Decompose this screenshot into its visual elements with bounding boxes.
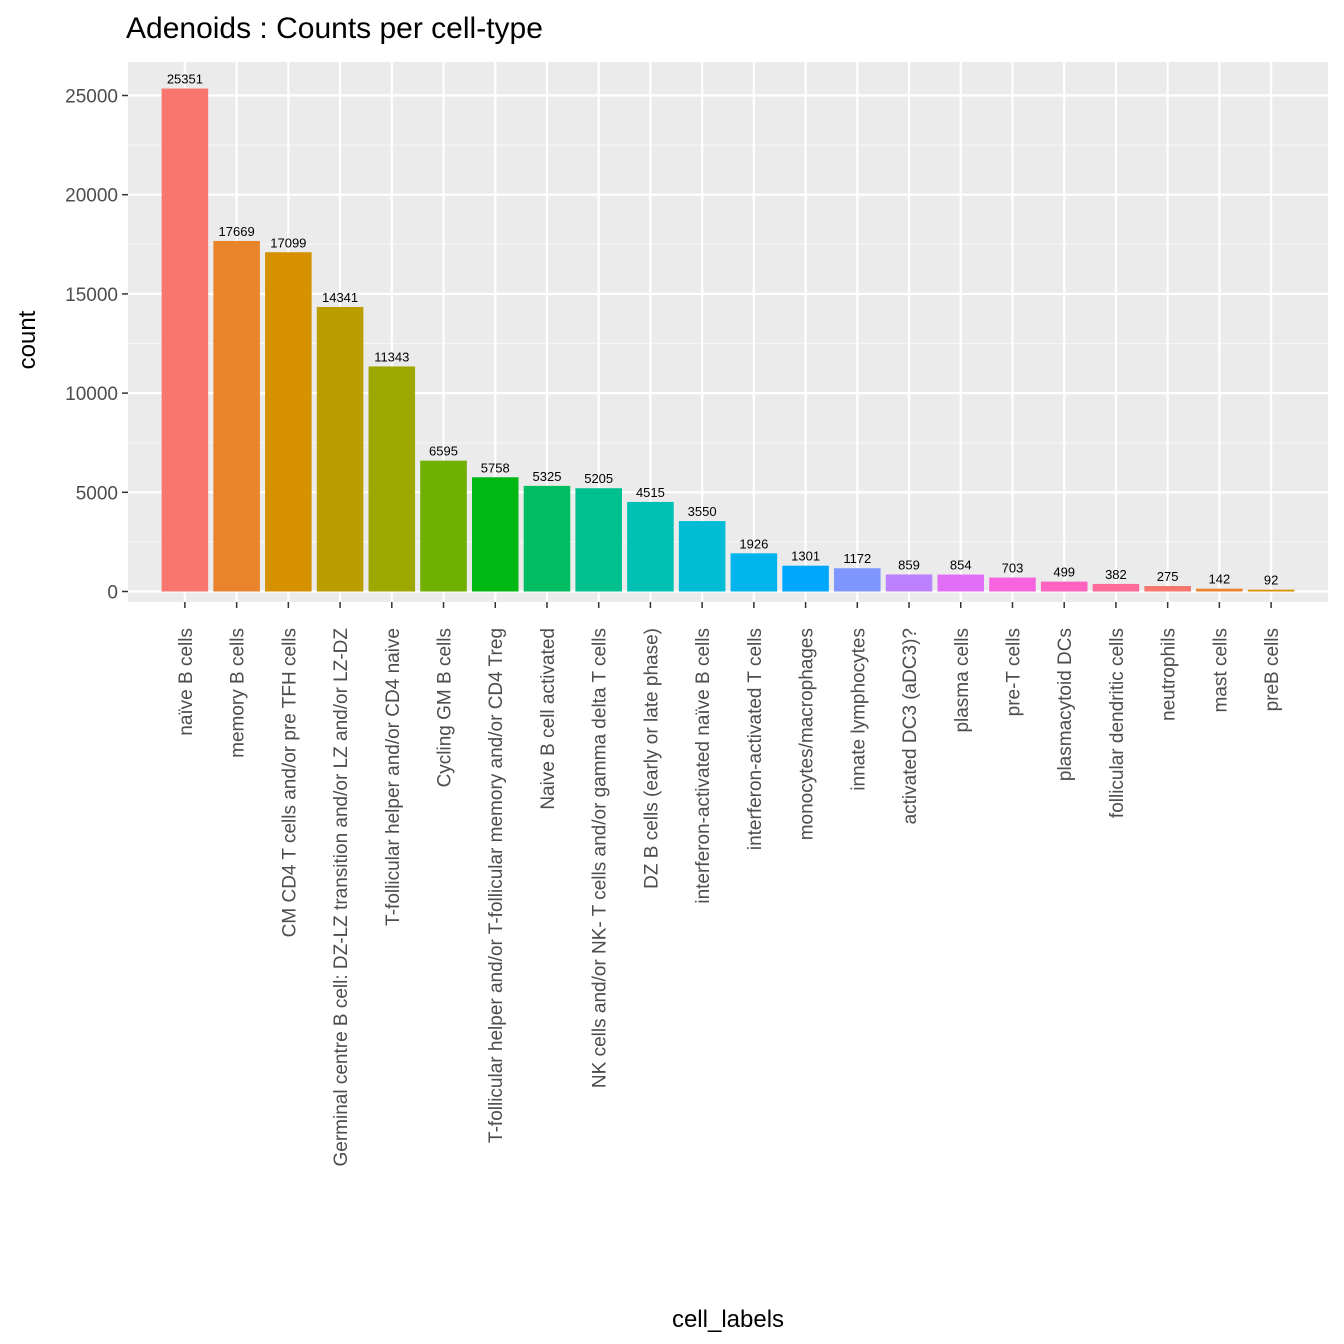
x-tick-label: NK cells and/or NK- T cells and/or gamma… (590, 628, 611, 1088)
bar (1247, 589, 1295, 592)
bar (213, 240, 260, 592)
bar (834, 568, 881, 592)
x-tick-label: plasma cells (952, 628, 973, 733)
bar (627, 501, 674, 592)
data-label: 1172 (843, 551, 871, 566)
bar (678, 521, 726, 592)
x-tick-label: DZ B cells (early or late phase) (641, 628, 662, 889)
x-tick-label: activated DC3 (aDC3)? (900, 628, 921, 824)
data-label: 275 (1157, 569, 1179, 584)
data-label: 1926 (739, 536, 768, 551)
data-label: 17099 (270, 235, 306, 250)
data-label: 859 (898, 557, 920, 572)
x-tick-label: Germinal centre B cell: DZ-LZ transition… (331, 628, 352, 1167)
data-label: 5325 (533, 469, 562, 484)
bar (575, 488, 622, 592)
bar (989, 577, 1036, 592)
x-tick-label: Cycling GM B cells (435, 628, 456, 787)
y-axis: 0 5000 10000 15000 20000 25000 (65, 87, 128, 604)
x-tick-label: preB cells (1262, 628, 1283, 711)
x-tick-label: follicular dendritic cells (1107, 628, 1128, 818)
x-tick-label: T-follicular helper and/or CD4 naive (383, 628, 404, 926)
bar (265, 252, 312, 592)
data-label: 382 (1105, 567, 1127, 582)
bar (1092, 583, 1140, 592)
x-tick-label: CM CD4 T cells and/or pre TFH cells (279, 628, 300, 937)
bar (1144, 586, 1191, 592)
data-label: 14341 (322, 290, 358, 305)
x-tick-label: monocytes/macrophages (797, 628, 818, 840)
x-axis: naïve B cells memory B cells CM CD4 T cell… (176, 602, 1283, 1167)
data-label: 6595 (429, 444, 458, 459)
x-tick-label: mast cells (1210, 628, 1231, 712)
bar (316, 306, 364, 592)
bar (730, 553, 778, 592)
bar (885, 574, 933, 592)
data-label: 25351 (167, 72, 203, 87)
data-label: 499 (1053, 565, 1075, 580)
x-tick-label: pre-T cells (1003, 628, 1024, 716)
y-tick-label: 0 (107, 583, 118, 604)
data-label: 5758 (481, 460, 510, 475)
bar (782, 565, 829, 592)
x-tick-label: naïve B cells (176, 628, 197, 736)
y-tick-label: 10000 (65, 384, 118, 405)
x-tick-label: interferon-activated naïve B cells (693, 628, 714, 904)
data-label: 703 (1002, 561, 1024, 576)
y-tick-label: 5000 (76, 483, 118, 504)
bar (937, 574, 985, 592)
x-tick-label: Naive B cell activated (538, 628, 559, 810)
data-label: 1301 (791, 549, 820, 564)
data-label: 854 (950, 558, 972, 573)
x-tick-label: T-follicular helper and/or T-follicular … (486, 628, 507, 1143)
data-label: 5205 (584, 471, 613, 486)
data-label: 17669 (219, 224, 255, 239)
data-label: 4515 (636, 485, 665, 500)
bar (1196, 588, 1243, 592)
x-tick-label: neutrophils (1159, 628, 1180, 721)
y-tick-label: 20000 (65, 186, 118, 207)
y-tick-label: 15000 (65, 285, 118, 306)
chart-title: Adenoids : Counts per cell-type (126, 12, 543, 45)
x-tick-label: interferon-activated T cells (745, 628, 766, 850)
y-axis-title: count (14, 310, 41, 369)
x-axis-title: cell_labels (672, 1306, 784, 1333)
bars (161, 88, 1295, 592)
bar (368, 366, 416, 592)
bar (420, 460, 467, 592)
bar (471, 477, 519, 592)
x-tick-label: innate lymphocytes (848, 628, 869, 791)
data-label: 3550 (688, 504, 717, 519)
data-labels: 25351 17669 17099 14341 11343 6595 5758 5325 520… (167, 72, 1279, 588)
data-label: 11343 (374, 349, 409, 364)
bar (161, 88, 209, 592)
data-label: 142 (1209, 572, 1231, 587)
x-tick-label: plasmacytoid DCs (1055, 628, 1076, 781)
y-tick-label: 25000 (65, 87, 118, 108)
bar (523, 485, 571, 592)
x-tick-label: memory B cells (228, 628, 249, 758)
bar (1040, 581, 1088, 592)
data-label: 92 (1264, 573, 1278, 588)
